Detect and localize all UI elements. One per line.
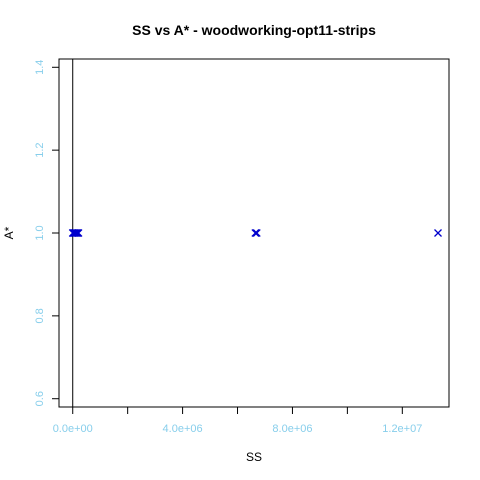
x-axis-label: SS	[246, 450, 262, 464]
data-point	[73, 229, 82, 237]
y-axis-label: A*	[2, 226, 16, 239]
y-tick-label: 0.8	[34, 308, 46, 323]
y-axis: 0.6 0.8 1.0 1.2 1.4	[34, 60, 60, 406]
plot-frame	[58, 58, 450, 408]
x-tick-label: 1.2e+07	[382, 423, 422, 435]
data-point	[71, 229, 80, 237]
chart-title: SS vs A* - woodworking-opt11-strips	[132, 22, 376, 38]
x-tick-label: 8.0e+06	[272, 423, 312, 435]
y-tick-label: 1.0	[34, 225, 46, 240]
data-point	[251, 229, 260, 237]
x-tick-label: 4.0e+06	[163, 423, 203, 435]
y-tick-label: 1.2	[34, 142, 46, 157]
data-point	[434, 229, 442, 237]
data-point	[252, 229, 261, 237]
x-axis: 0.0e+00 4.0e+06 8.0e+06 1.2e+07	[53, 406, 422, 435]
data-points	[68, 229, 442, 237]
data-point	[72, 229, 81, 237]
x-tick-label: 0.0e+00	[53, 423, 93, 435]
y-tick-label: 0.6	[34, 391, 46, 406]
y-tick-label: 1.4	[34, 60, 46, 75]
data-point	[74, 229, 83, 237]
